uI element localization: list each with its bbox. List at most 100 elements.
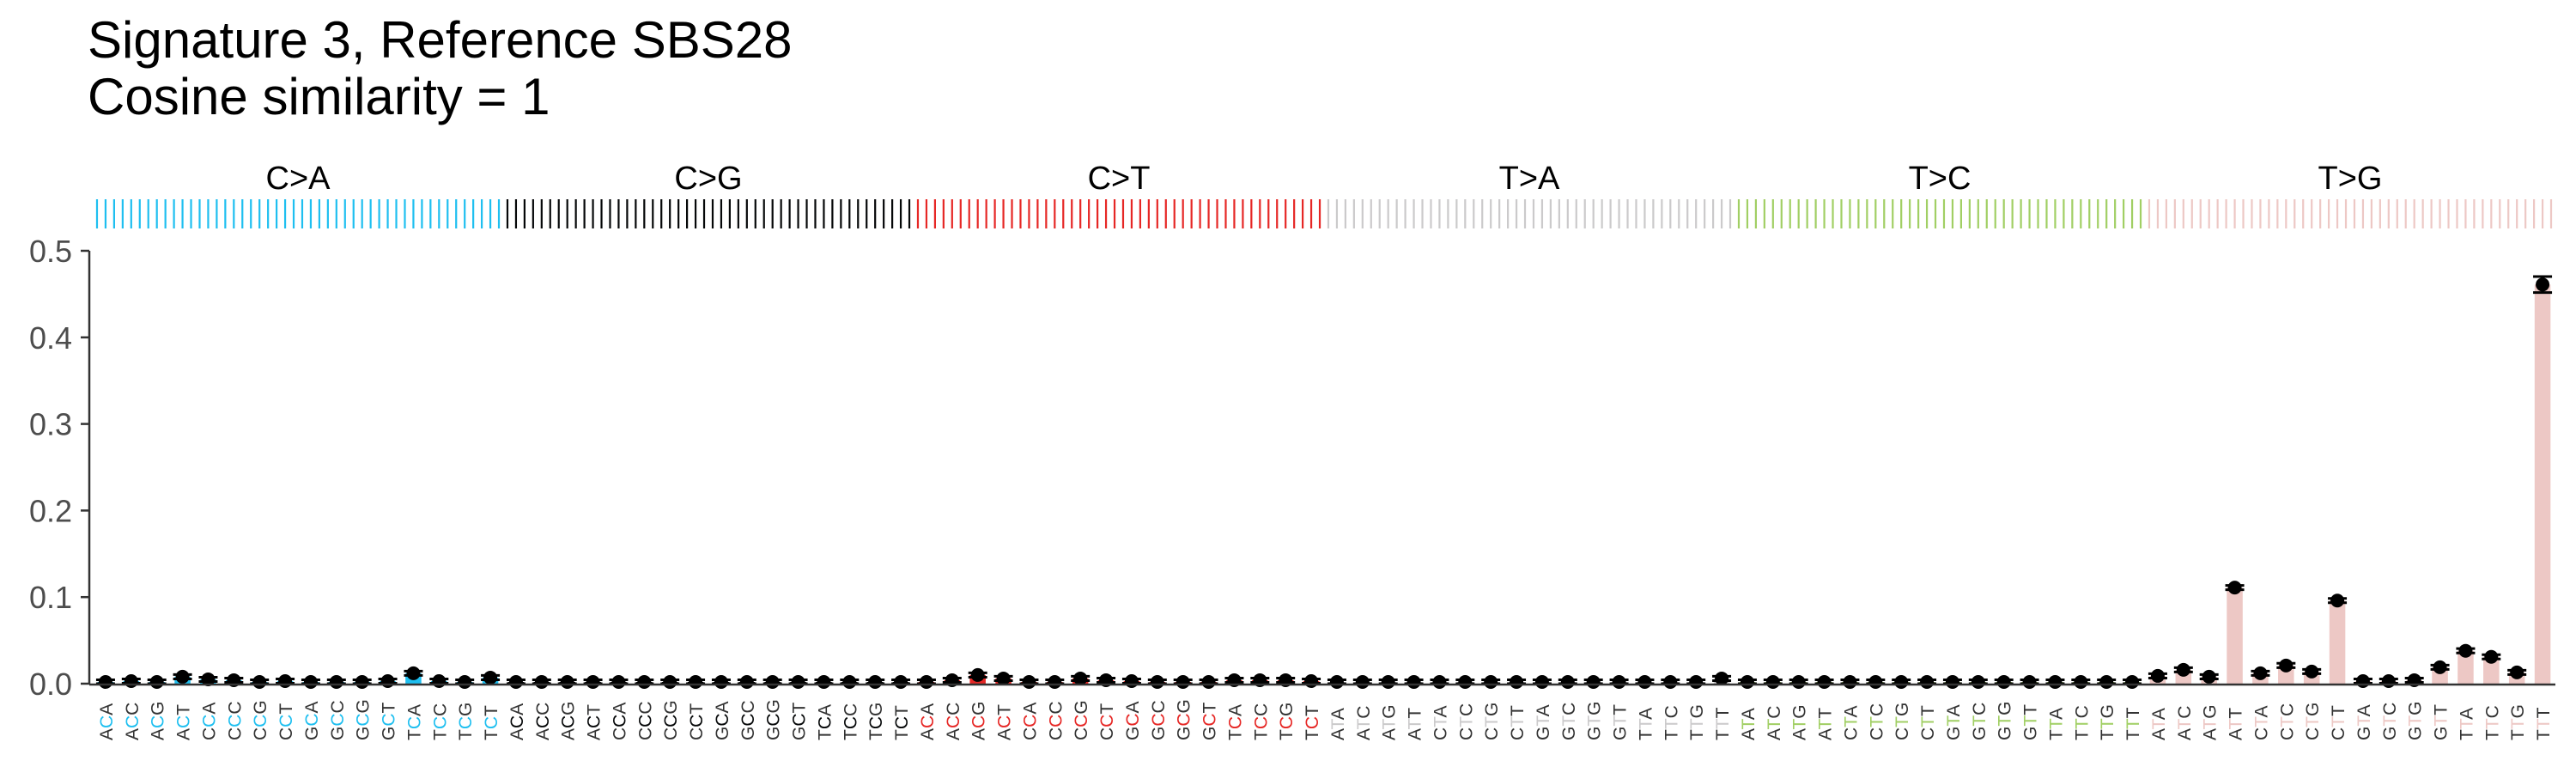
x-tick-base: T: [2021, 715, 2041, 727]
data-point: [2355, 673, 2370, 688]
x-tick-base: T: [2508, 718, 2528, 729]
x-tick-base: C: [1354, 706, 1374, 719]
x-tick-base: T: [1816, 708, 1836, 719]
x-tick-base: C: [225, 715, 245, 727]
x-tick-base: C: [404, 716, 424, 729]
x-tick-base: A: [1431, 706, 1450, 718]
x-tick-base: G: [738, 727, 758, 740]
x-tick-base: C: [97, 715, 117, 728]
x-tick-base: C: [559, 715, 579, 728]
data-point: [1124, 673, 1139, 688]
x-tick-base: G: [1585, 701, 1605, 715]
data-point: [868, 674, 883, 689]
x-tick-label: ATT: [2227, 708, 2246, 740]
x-tick-base: A: [1020, 703, 1040, 715]
x-tick-base: C: [995, 715, 1015, 728]
x-tick-base: A: [1328, 728, 1348, 740]
x-tick-base: C: [944, 715, 963, 728]
x-tick-base: C: [1662, 705, 1681, 718]
x-tick-base: T: [2482, 729, 2502, 740]
x-tick-base: T: [1944, 715, 1964, 727]
x-tick-label: ACT: [585, 704, 605, 740]
data-point: [1176, 674, 1190, 689]
class-strips: C>A C>G C>T T>A T>C T>G: [95, 161, 2553, 228]
x-tick-base: T: [1687, 718, 1707, 729]
x-tick-base: T: [1996, 715, 2015, 727]
x-tick-label: ACT: [995, 704, 1015, 740]
data-point: [2022, 674, 2037, 689]
x-tick-base: T: [1354, 719, 1374, 730]
x-tick-label: CCT: [276, 703, 296, 740]
data-point: [1484, 674, 1498, 689]
x-tick-base: G: [2432, 727, 2451, 740]
x-tick-base: C: [2303, 727, 2323, 740]
bar: [2227, 587, 2243, 684]
x-tick-base: C: [430, 716, 450, 729]
x-tick-base: A: [199, 703, 219, 715]
x-tick-base: C: [302, 713, 322, 726]
x-tick-base: A: [2149, 728, 2169, 740]
data-point: [996, 671, 1011, 685]
x-tick-base: C: [738, 700, 758, 713]
x-tick-base: T: [1713, 718, 1733, 729]
x-tick-base: A: [1123, 701, 1143, 713]
data-point: [663, 674, 677, 689]
x-tick-label: CTA: [1841, 706, 1861, 740]
data-point: [1510, 674, 1524, 689]
x-tick-base: C: [225, 701, 245, 714]
x-tick-base: C: [918, 715, 938, 728]
x-tick-base: C: [687, 727, 707, 740]
x-tick-base: C: [1200, 713, 1220, 726]
x-tick-base: C: [969, 715, 989, 728]
y-tick-label: 0.1: [29, 580, 72, 615]
x-tick-base: C: [123, 703, 143, 715]
x-tick-base: G: [661, 700, 681, 714]
x-tick-base: T: [2482, 718, 2502, 729]
x-tick-base: T: [1456, 716, 1476, 727]
x-tick-base: T: [1713, 729, 1733, 740]
x-tick-base: G: [764, 699, 784, 713]
x-tick-base: A: [97, 728, 117, 740]
x-tick-base: C: [2329, 727, 2348, 740]
x-tick-base: A: [1739, 728, 1759, 740]
data-point: [1022, 674, 1036, 689]
x-tick-base: T: [2534, 729, 2554, 740]
x-tick-base: T: [1918, 716, 1938, 727]
x-tick-base: A: [1380, 728, 1400, 740]
x-tick-base: T: [1380, 719, 1400, 730]
x-tick-base: C: [276, 715, 296, 727]
x-tick-base: A: [918, 703, 938, 715]
data-point: [2305, 664, 2319, 679]
x-tick-base: A: [507, 728, 527, 740]
data-point: [1406, 674, 1421, 689]
x-tick-base: C: [380, 713, 399, 726]
x-tick-label: GTG: [2406, 701, 2426, 740]
x-tick-base: A: [174, 728, 194, 740]
x-tick-base: T: [1687, 729, 1707, 740]
bar: [2458, 650, 2474, 684]
x-tick-base: A: [1534, 704, 1553, 716]
x-tick-label: ACG: [969, 701, 989, 740]
x-tick-base: T: [2123, 718, 2143, 729]
x-tick-base: C: [1508, 727, 1528, 740]
x-tick-base: T: [2098, 729, 2117, 740]
x-tick-label: TTC: [2482, 705, 2502, 740]
x-tick-base: T: [2227, 708, 2246, 719]
x-tick-base: C: [1251, 716, 1271, 729]
x-tick-label: GCA: [302, 701, 322, 740]
x-tick-base: T: [1534, 715, 1553, 727]
x-tick-base: G: [149, 701, 168, 715]
x-tick-label: ACG: [149, 701, 168, 740]
x-tick-base: G: [456, 703, 476, 716]
x-tick-base: T: [585, 704, 605, 715]
data-point: [2074, 674, 2088, 689]
x-tick-label: CCA: [1020, 703, 1040, 740]
x-tick-base: C: [1482, 727, 1502, 740]
x-tick-base: A: [302, 701, 322, 713]
x-tick-label: GCA: [1123, 701, 1143, 740]
x-tick-base: G: [1175, 699, 1194, 713]
x-tick-base: C: [610, 727, 629, 740]
x-tick-base: A: [149, 728, 168, 740]
x-tick-label: CCC: [635, 701, 655, 740]
data-point: [739, 674, 754, 689]
